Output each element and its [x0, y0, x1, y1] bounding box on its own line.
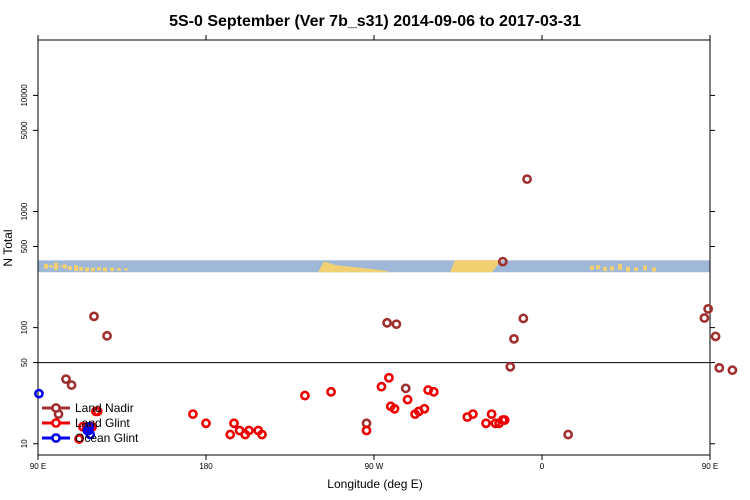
map-land-island — [643, 265, 647, 271]
map-land-island — [124, 268, 128, 271]
land-nadir-point — [382, 317, 392, 328]
y-tick-label: 500 — [20, 239, 29, 253]
land-nadir-point — [714, 362, 725, 373]
land-nadir-point — [699, 313, 710, 323]
land-nadir-point — [102, 330, 112, 341]
map-land-island — [626, 266, 630, 272]
map-land-island — [618, 263, 622, 270]
map-land-island — [91, 267, 95, 272]
land-glint-point — [74, 434, 84, 444]
map-land-island — [68, 266, 72, 270]
legend-marker — [51, 403, 61, 413]
ocean-glint-point — [34, 388, 44, 399]
map-land-island — [54, 262, 58, 270]
land-glint-point — [300, 390, 310, 401]
land-nadir-point — [509, 333, 519, 344]
map-land-island — [44, 263, 48, 269]
map-land-island — [610, 266, 614, 271]
x-tick-label: 90 W — [365, 462, 384, 471]
x-tick-label: 90 E — [30, 462, 46, 471]
land-glint-point — [361, 425, 372, 436]
y-tick-label: 1000 — [20, 202, 29, 220]
land-nadir-point — [522, 174, 532, 185]
y-tick-label: 50 — [20, 358, 29, 367]
map-land-africa — [450, 260, 503, 273]
map-land-island — [652, 267, 656, 272]
land-nadir-point — [727, 365, 738, 376]
land-glint-point — [188, 409, 198, 420]
land-glint-point — [402, 394, 413, 405]
map-land-island — [79, 266, 83, 272]
legend-label: Land Nadir — [75, 401, 134, 415]
map-land-island — [85, 267, 89, 272]
land-glint-point — [389, 403, 400, 414]
axes: 90 E 180 90 W 0 90 E 10 50 100 500 1000 5000 10000 — [20, 35, 718, 471]
map-land-island — [596, 265, 600, 270]
y-tick-label: 5000 — [20, 121, 29, 139]
land-nadir-point — [497, 256, 508, 267]
land-glint-point — [201, 418, 211, 429]
land-glint-point — [225, 429, 236, 440]
legend-marker — [51, 418, 61, 428]
land-glint-point — [486, 409, 497, 420]
land-glint-point — [481, 418, 491, 429]
y-tick-label: 100 — [20, 320, 29, 334]
land-glint-point — [376, 381, 387, 392]
y-tick-label: 10 — [20, 439, 29, 448]
land-glint-point — [257, 429, 267, 440]
map-land-island — [63, 264, 67, 269]
land-nadir-point — [505, 361, 516, 372]
land-nadir-point — [703, 303, 714, 314]
ocean-glint-point — [85, 429, 96, 440]
land-nadir-point — [518, 313, 529, 324]
land-glint-point — [229, 418, 239, 429]
map-land-americas — [318, 261, 390, 273]
land-glint-point — [490, 418, 501, 429]
land-glint-point — [428, 386, 439, 397]
map-land-island — [49, 265, 53, 268]
land-nadir-point — [391, 319, 402, 330]
map-land-island — [110, 267, 114, 272]
land-nadir-point — [66, 380, 77, 390]
legend-label: Land Glint — [75, 416, 130, 430]
land-glint-point — [468, 409, 478, 420]
land-glint-point — [244, 425, 254, 436]
chart-title: 5S-0 September (Ver 7b_s31) 2014-09-06 t… — [169, 13, 581, 30]
land-glint-point — [326, 386, 336, 397]
map-land-island — [59, 265, 63, 267]
map-land-island — [634, 267, 638, 272]
land-glint-point — [499, 415, 510, 425]
y-tick-label: 10000 — [20, 84, 29, 107]
land-nadir-point — [400, 383, 411, 394]
map-land-island — [97, 267, 101, 271]
x-tick-label: 0 — [540, 462, 545, 471]
x-axis-label: Longitude (deg E) — [327, 477, 422, 491]
map-strip — [38, 260, 710, 273]
map-land-island — [590, 265, 594, 270]
land-nadir-point — [89, 311, 99, 322]
land-nadir-point — [710, 331, 721, 342]
map-ocean — [38, 260, 710, 273]
land-nadir-point — [563, 429, 574, 440]
land-glint-point — [384, 372, 394, 383]
x-tick-label: 180 — [199, 462, 213, 471]
data-points — [34, 174, 738, 444]
legend-marker — [51, 433, 61, 443]
y-axis-label: N Total — [1, 229, 15, 266]
land-nadir-point — [61, 374, 71, 385]
map-land-island — [603, 266, 607, 272]
map-land-island — [103, 267, 107, 272]
map-land-island — [74, 265, 78, 272]
land-glint-point — [92, 406, 103, 417]
x-tick-label: 90 E — [702, 462, 718, 471]
land-glint-point — [419, 403, 430, 414]
legend-label: Ocean Glint — [75, 431, 139, 445]
map-land-island — [117, 268, 121, 271]
